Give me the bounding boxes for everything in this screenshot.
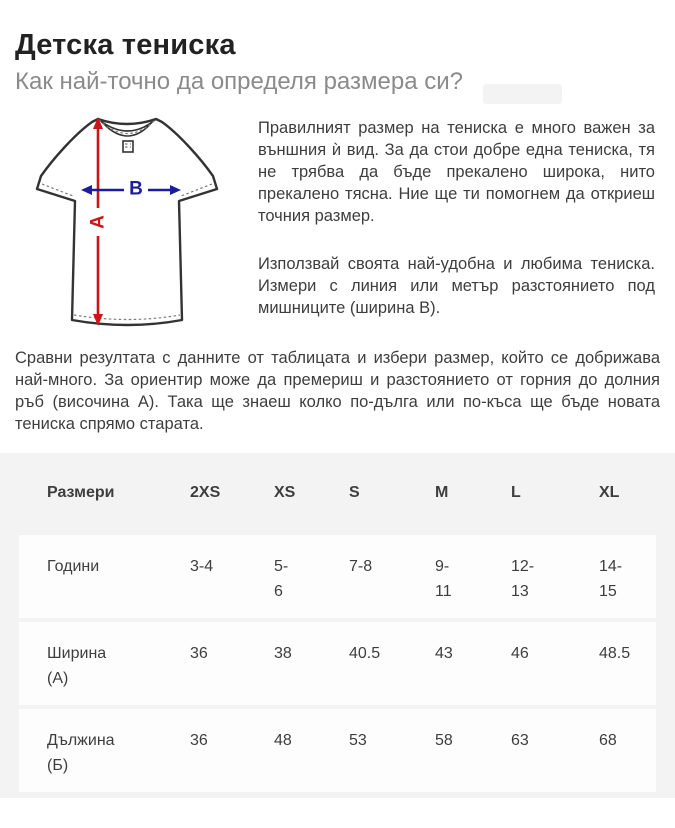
tshirt-diagram: A B — [15, 113, 235, 343]
size-table-header-s: S — [349, 484, 360, 501]
table-cell: 58 — [435, 732, 453, 749]
intro-paragraph-3: Сравни резултата с данните от таблицата … — [15, 349, 660, 433]
size-table-header-m: M — [435, 484, 449, 501]
neck-label — [122, 140, 134, 153]
intro-paragraph-2: Използвай своята най-удобна и любима тен… — [258, 255, 655, 317]
table-cell: 63 — [511, 732, 529, 749]
arrow-a-label-gap — [89, 208, 107, 236]
faint-highlight — [483, 84, 562, 104]
size-table-header-sizes: Размери — [47, 484, 115, 501]
table-cell: 48 — [274, 732, 292, 749]
height-arrow-a: A — [88, 117, 109, 326]
arrow-a-label: A — [88, 215, 109, 229]
size-table-header-l: L — [511, 484, 521, 501]
size-table-header-xl: XL — [599, 484, 620, 501]
size-table-header-xs: XS — [274, 484, 296, 501]
page-title: Детска тениска — [15, 29, 236, 61]
collar-stitching — [98, 119, 156, 134]
table-row-width: Ширина (А) 36 38 40.5 43 46 48.5 — [19, 622, 656, 705]
table-cell: 14- 15 — [599, 558, 623, 600]
table-cell: 40.5 — [349, 645, 381, 662]
table-cell: 53 — [349, 732, 367, 749]
hem-stitching — [73, 314, 181, 321]
table-row-years: Години 3-4 5- 6 7-8 9- 11 12- 13 14- 15 — [19, 535, 656, 618]
left-sleeve-stitching — [41, 183, 74, 197]
table-cell: 48.5 — [599, 645, 631, 662]
arrow-b-label-gap — [124, 177, 148, 201]
right-sleeve-stitching — [180, 183, 213, 197]
table-cell: 46 — [511, 645, 529, 662]
table-cell: 7-8 — [349, 558, 373, 575]
table-cell: 68 — [599, 732, 617, 749]
table-cell: 36 — [190, 732, 208, 749]
tshirt-outline — [35, 117, 219, 327]
collar-inner-line — [100, 120, 154, 137]
table-cell: 3-4 — [190, 558, 214, 575]
intro-paragraph-1: Правилният размер на тениска е много важ… — [258, 119, 655, 225]
tshirt-diagram-svg: A B — [35, 117, 219, 327]
table-cell: 5- 6 — [274, 558, 289, 600]
table-cell: 36 — [190, 645, 208, 662]
row-label: Дължина (Б) — [47, 732, 115, 774]
table-cell: 38 — [274, 645, 292, 662]
intro-text-column: Правилният размер на тениска е много важ… — [258, 113, 655, 343]
size-table-header-2xs: 2XS — [190, 484, 221, 501]
table-cell: 9- 11 — [435, 558, 452, 600]
table-cell: 12- 13 — [511, 558, 535, 600]
intro-section: A B Правилният размер на тениска е много… — [15, 113, 660, 343]
width-arrow-b: B — [81, 177, 181, 201]
row-label: Ширина (А) — [47, 645, 107, 687]
size-guide-page: Детска тениска Как най-точно да определя… — [0, 28, 675, 435]
size-table: Размери 2XS XS S M L XL Години 3-4 5- 6 … — [0, 453, 675, 798]
row-label: Години — [47, 558, 100, 575]
table-cell: 43 — [435, 645, 453, 662]
page-subtitle: Как най-точно да определя размера си? — [15, 68, 463, 95]
arrow-b-label: B — [129, 179, 143, 200]
size-table-header-row: Размери 2XS XS S M L XL — [19, 480, 656, 505]
table-row-length: Дължина (Б) 36 48 53 58 63 68 — [19, 709, 656, 792]
